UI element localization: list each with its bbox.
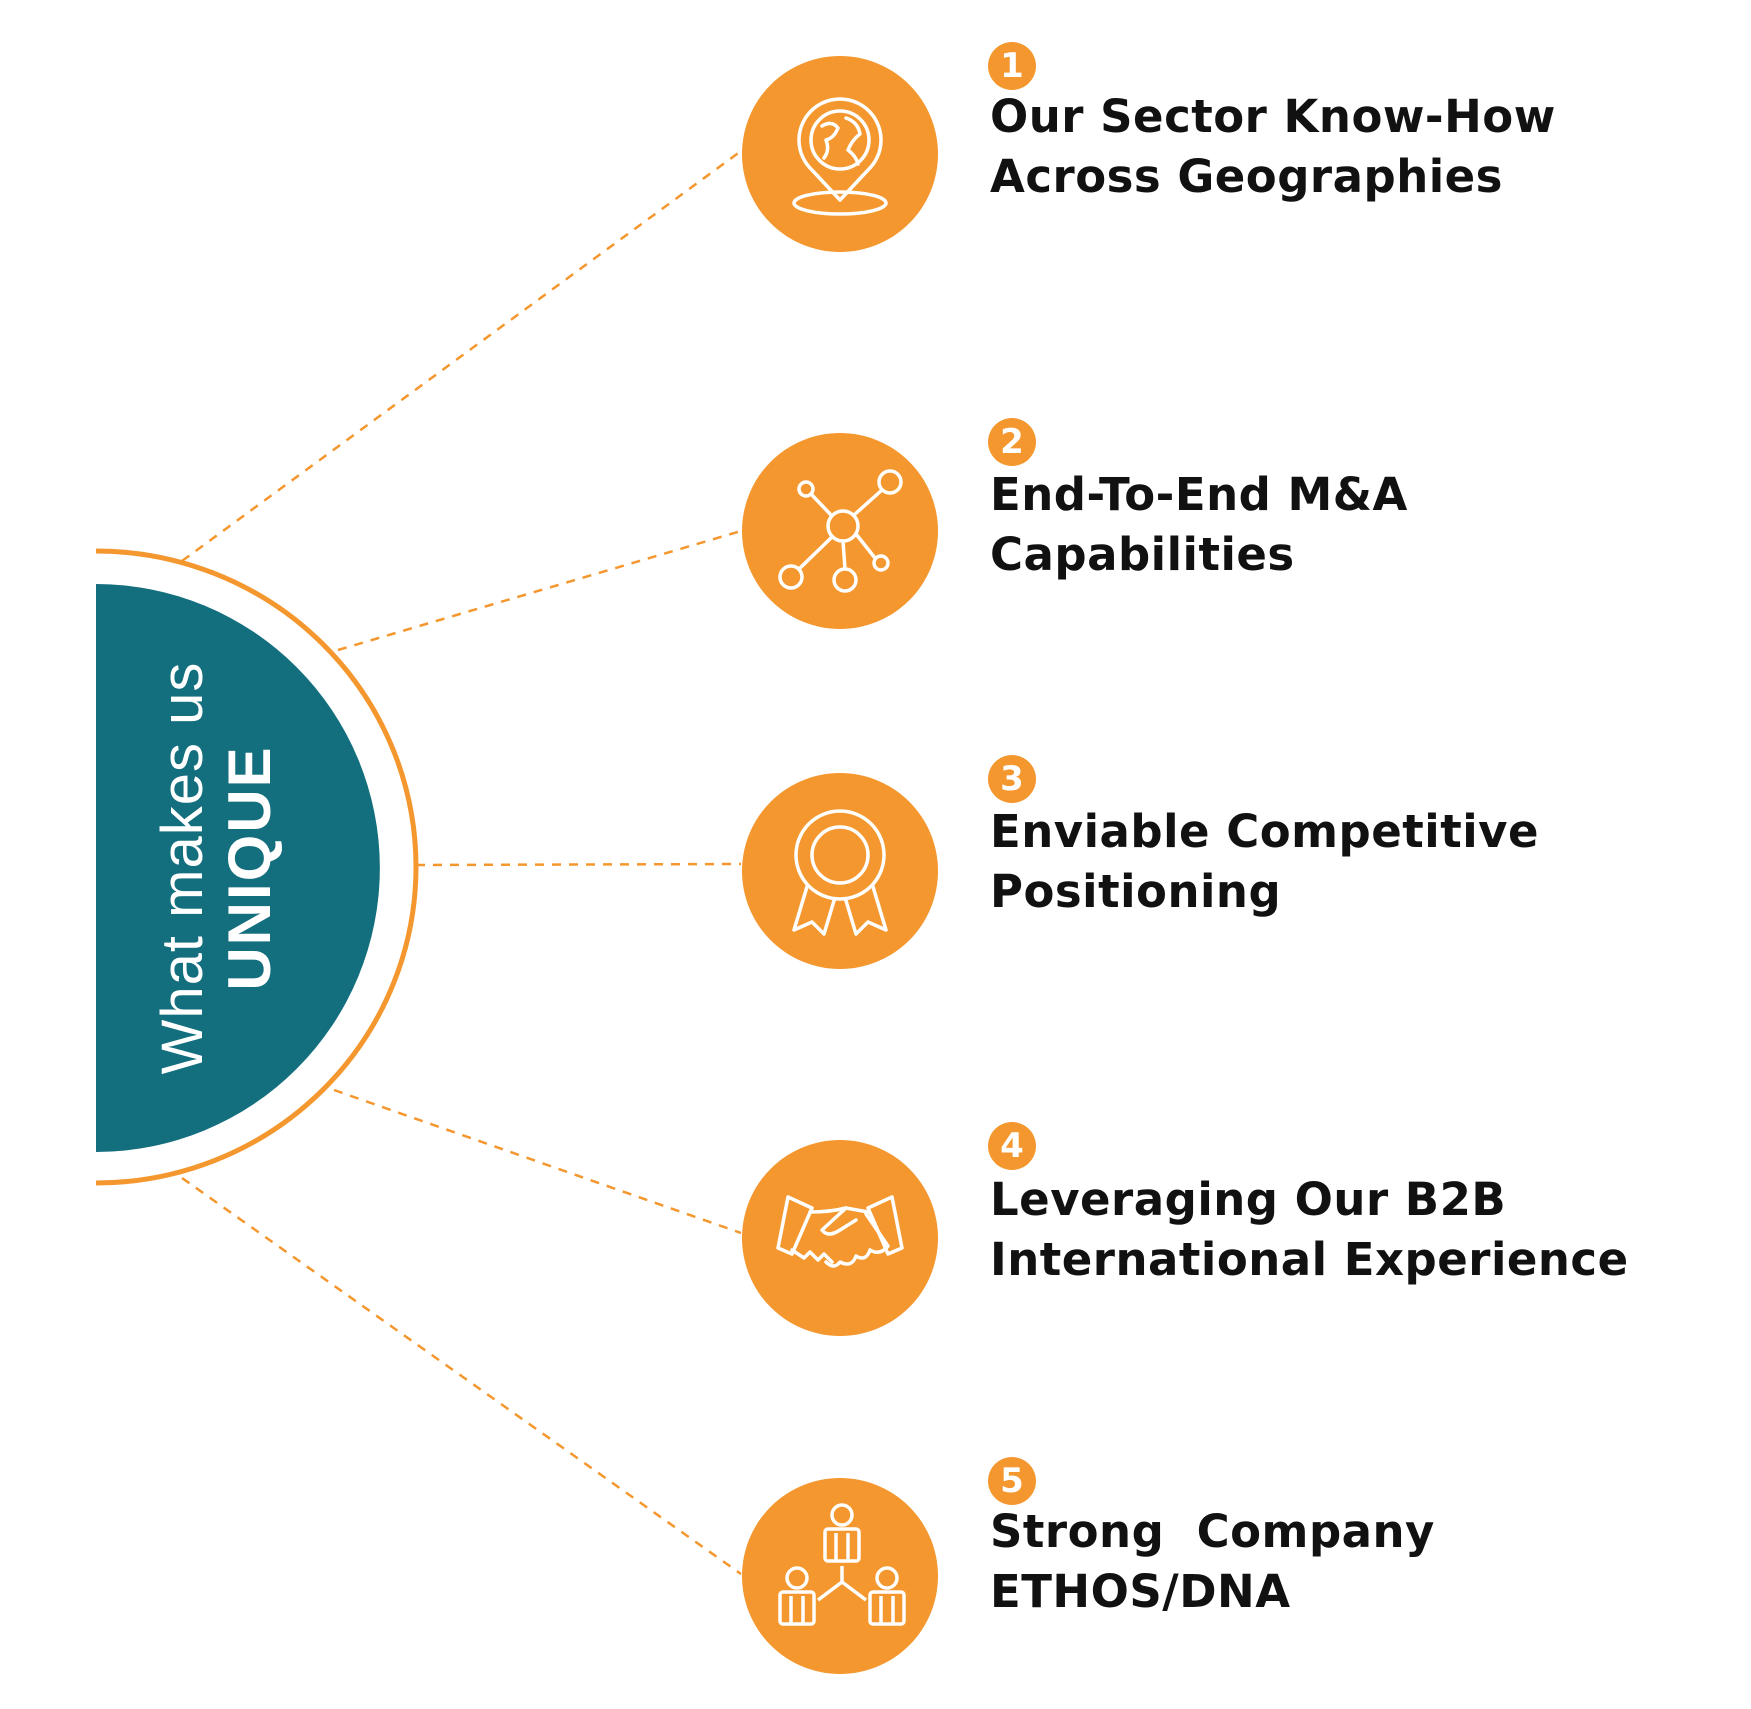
item-title-1-line1: Our Sector Know-How — [990, 90, 1556, 143]
item-title-1-line2: Across Geographies — [990, 150, 1503, 203]
connector-2 — [337, 529, 742, 652]
item-title-3-line1: Enviable Competitive — [990, 805, 1540, 858]
number-badge-1: 1 — [988, 42, 1036, 90]
number-badge-3: 3 — [988, 755, 1036, 803]
item-circle-2 — [742, 433, 938, 629]
team-hierarchy-icon — [778, 1503, 906, 1626]
item-title-2-line2: Capabilities — [990, 528, 1295, 581]
globe-location-pin-icon — [792, 97, 888, 216]
award-ribbon-icon — [792, 809, 888, 936]
item-title-4-line1: Leveraging Our B2B — [990, 1173, 1507, 1226]
connector-4 — [333, 1088, 742, 1235]
hub: What makes us UNIQUE — [95, 548, 419, 1186]
hub-outer-ring — [95, 548, 419, 1186]
connectors — [181, 149, 742, 1576]
number-badge-2: 2 — [988, 418, 1036, 466]
item-title-2-line1: End-To-End M&A — [990, 468, 1408, 521]
item-circle-5 — [742, 1478, 938, 1674]
hub-text-light: What makes us — [150, 662, 215, 1075]
network-nodes-icon — [778, 469, 903, 593]
handshake-icon — [776, 1195, 904, 1268]
item-title-5-line2: ETHOS/DNA — [990, 1565, 1291, 1618]
number-badge-5: 5 — [988, 1457, 1036, 1505]
item-title-5-line1: Strong Company — [990, 1505, 1435, 1558]
connector-3 — [415, 862, 742, 867]
item-title-3-line2: Positioning — [990, 865, 1282, 918]
connector-1 — [181, 149, 742, 563]
number-badge-4: 4 — [988, 1122, 1036, 1170]
hub-text-bold: UNIQUE — [216, 745, 283, 990]
item-circle-1 — [742, 56, 938, 252]
connector-5 — [181, 1176, 742, 1576]
item-circle-4 — [742, 1140, 938, 1336]
hub-disc — [96, 584, 380, 1152]
item-title-4-line2: International Experience — [990, 1233, 1629, 1286]
item-circles — [742, 56, 938, 1674]
